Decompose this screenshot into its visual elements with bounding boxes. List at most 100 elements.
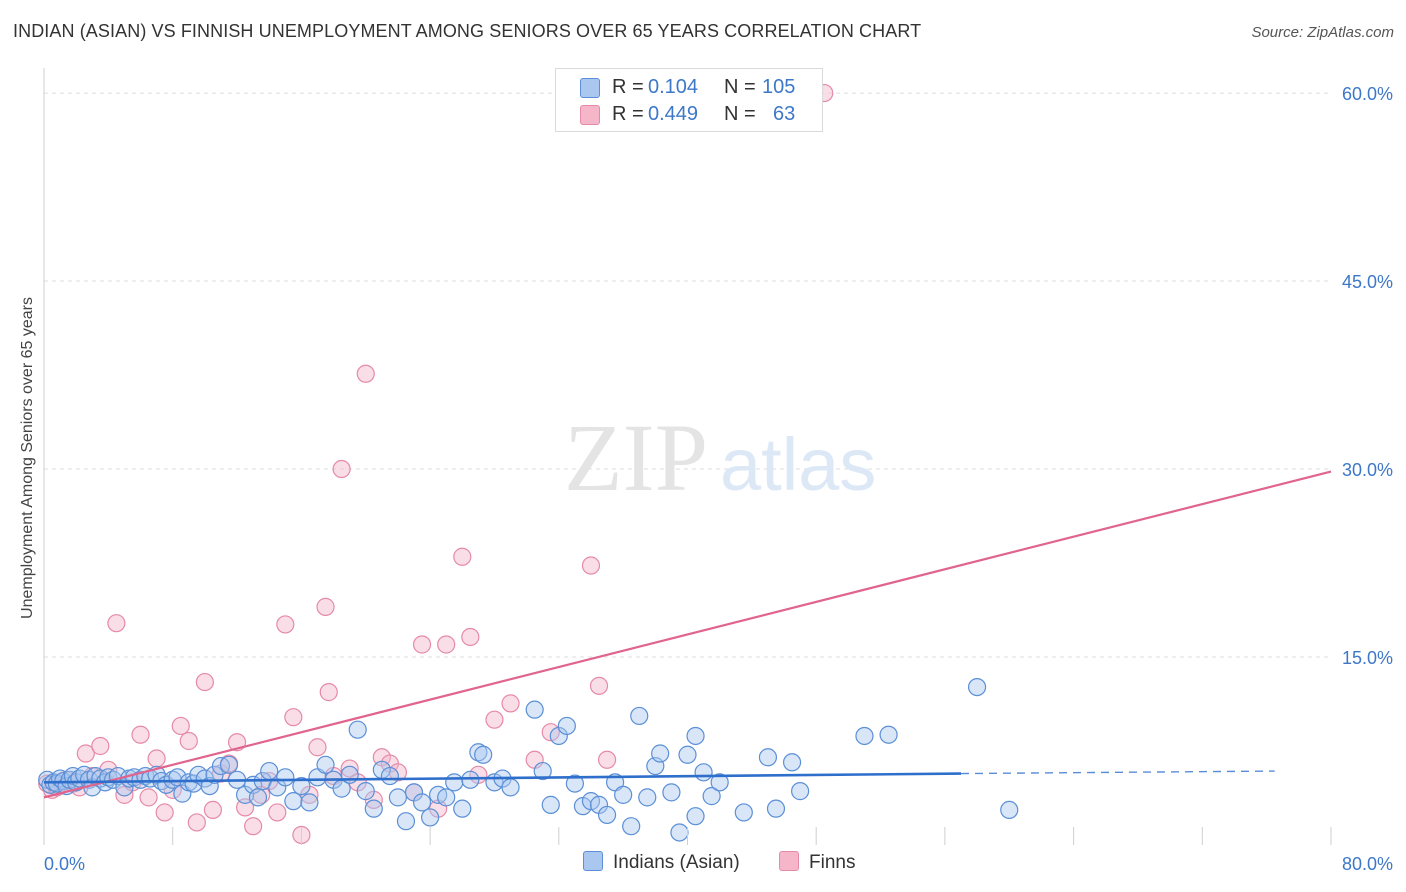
finns-trend-line (43, 470, 1332, 799)
indians-trend-line (43, 772, 961, 784)
finns-point (284, 708, 303, 727)
legend-n-value: 105 (762, 76, 796, 98)
x-tick-label-max: 80.0% (1342, 854, 1393, 874)
indians-point (766, 799, 786, 818)
finns-point (316, 597, 335, 616)
finns-point (319, 683, 338, 702)
legend-r-value: 0.449 (648, 103, 699, 125)
finns-point (589, 676, 609, 695)
indians-point (855, 726, 874, 746)
bottom-legend-swatch-indians (583, 851, 603, 871)
axis-ticks: 15.0% 30.0% 45.0% 60.0% 0.0% 80.0% (43, 84, 1393, 874)
indians-point (565, 774, 584, 793)
legend-r-label: R = (612, 103, 644, 125)
finns-point (581, 556, 601, 575)
finns-point (91, 736, 110, 756)
finns-point (332, 459, 351, 479)
finns-point (308, 738, 327, 757)
indians-point (412, 793, 432, 812)
indians-point (597, 805, 617, 825)
indians-point (967, 677, 987, 697)
indians-point (396, 812, 416, 831)
finns-point (187, 813, 206, 832)
finns-point (131, 725, 150, 744)
y-tick-label: 30.0% (1342, 460, 1393, 480)
indians-point (614, 785, 633, 804)
indians-point (557, 716, 576, 736)
x-tick-label-min: 0.0% (44, 854, 85, 874)
indians-point (469, 743, 488, 762)
finns-point (485, 710, 504, 729)
finns-point (461, 627, 480, 647)
watermark-atlas: atlas (720, 423, 876, 506)
finns-point (268, 803, 287, 822)
watermark-zip: ZIP (564, 404, 708, 511)
indians-point (248, 788, 268, 807)
y-tick-label: 60.0% (1342, 84, 1393, 104)
legend-n-value: 63 (773, 103, 796, 125)
indians-point (782, 753, 802, 772)
indians-trend-extension (960, 770, 1275, 775)
finns-point (453, 547, 472, 566)
indians-point (758, 748, 778, 767)
bottom-legend-finns: Finns (779, 851, 855, 874)
indians-point (356, 782, 375, 801)
finns-point (356, 364, 375, 383)
indians-point (461, 770, 480, 789)
finns-point (171, 716, 190, 736)
indians-point (474, 745, 493, 764)
finns-point (340, 759, 359, 778)
indians-point (670, 823, 689, 842)
indians-point (388, 788, 408, 807)
chart-title: INDIAN (ASIAN) VS FINNISH UNEMPLOYMENT A… (13, 21, 922, 41)
indians-point (734, 803, 753, 822)
finns-point (76, 744, 95, 763)
indians-point (791, 782, 810, 801)
finns-point (203, 800, 223, 820)
indians-point (879, 725, 898, 744)
finns-point (412, 635, 432, 654)
bottom-legend-label-indians: Indians (Asian) (613, 852, 740, 873)
trend-lines (43, 470, 1332, 799)
finns-point (195, 672, 214, 692)
indians-point (662, 783, 681, 802)
finns-point (155, 803, 174, 822)
indians-point (710, 773, 729, 792)
indians-point (638, 788, 657, 807)
legend-swatch-indians (580, 78, 600, 98)
indians-point (292, 776, 311, 796)
finns-point (139, 788, 158, 807)
indians-point (453, 799, 472, 818)
bottom-legend-label-finns: Finns (809, 852, 856, 873)
indians-point (445, 773, 464, 792)
finns-point (501, 694, 520, 713)
indians-point (533, 761, 552, 781)
indians-point (525, 700, 544, 719)
legend-swatch-finns (580, 105, 600, 125)
bottom-legend-indians: Indians (Asian) (583, 851, 740, 874)
indians-point (421, 808, 440, 827)
source-label: Source: ZipAtlas.com (1251, 24, 1394, 41)
indians-point (316, 755, 335, 774)
bottom-legend-swatch-finns (779, 851, 799, 871)
indians-point (694, 763, 713, 782)
indians-point (678, 745, 697, 764)
finns-point (597, 750, 617, 769)
indians-point (437, 788, 456, 807)
finns-point (437, 635, 456, 654)
indians-point (630, 706, 649, 726)
indians-point (219, 755, 239, 774)
indians-point (380, 766, 399, 786)
legend-r-label: R = (612, 76, 644, 98)
indians-point (686, 726, 705, 746)
y-tick-label: 45.0% (1342, 272, 1393, 292)
indians-point (364, 799, 383, 818)
indians-point (1000, 800, 1019, 820)
legend-r-value: 0.104 (648, 76, 699, 98)
finns-point (147, 749, 166, 768)
finns-point (244, 817, 263, 836)
legend-n-label: N = (724, 103, 756, 125)
indians-point (651, 744, 670, 763)
indians-point (622, 817, 641, 836)
